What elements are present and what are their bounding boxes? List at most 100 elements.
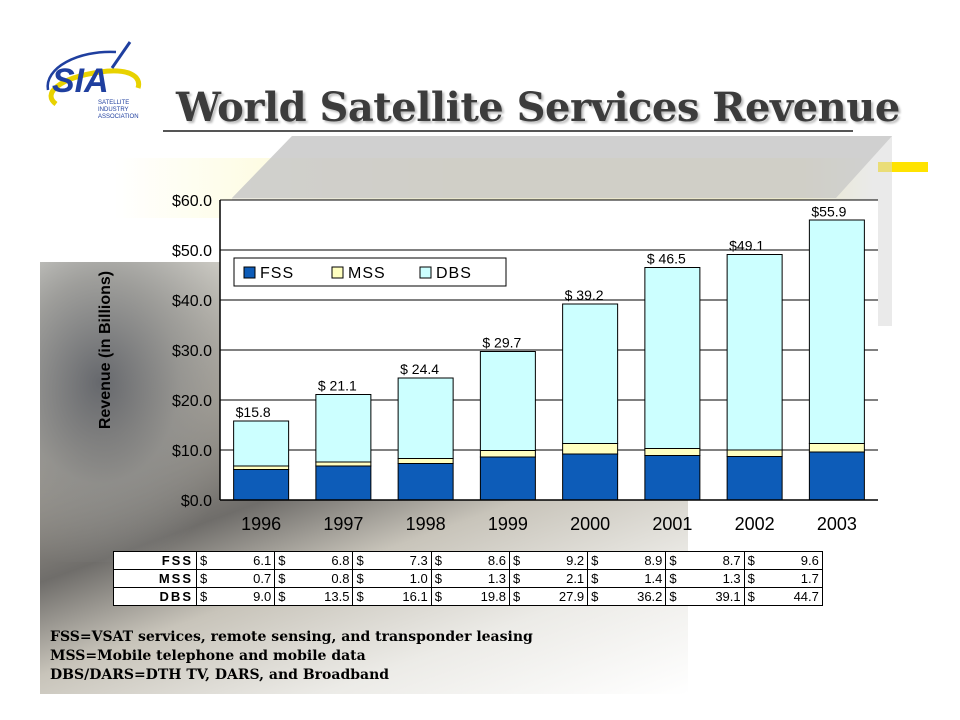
table-cell-currency: $ <box>665 551 680 570</box>
table-cell-currency: $ <box>430 587 445 606</box>
table-cell-value: 8.7 <box>679 551 745 570</box>
table-cell-currency: $ <box>196 587 211 606</box>
x-tick-label: 1997 <box>323 514 363 534</box>
chart-labels: $0.0 $10.0 $20.0 $30.0 $40.0 $50.0 $60.0 Revenu… <box>97 193 857 534</box>
legend-swatch-dbs <box>419 266 432 279</box>
sia-logo: SIA SATELLITE INDUSTRY ASSOCIATION <box>46 41 142 120</box>
bar-mss <box>479 450 536 458</box>
table-cell-value: 1.0 <box>366 569 432 588</box>
bar-fss <box>562 453 619 501</box>
table-cell-currency: $ <box>587 551 602 570</box>
table-cell-currency: $ <box>587 569 602 588</box>
bar-dbs <box>479 351 536 451</box>
table-row: FSS $6.1 $6.8 $7.3 $8.6 $9.2 $8.9 $8.7 $9.6 <box>113 551 823 570</box>
logo-subtext-2: INDUSTRY <box>98 107 129 113</box>
table-cell-value: 0.8 <box>288 569 354 588</box>
table-row-label: MSS <box>113 569 197 588</box>
bar-dbs <box>808 219 865 444</box>
table-cell-value: 19.8 <box>444 587 510 606</box>
x-tick-label: 2000 <box>570 514 610 534</box>
footnote-fss: FSS=VSAT services, remote sensing, and t… <box>50 629 533 645</box>
total-label: $ 24.4 <box>400 361 439 377</box>
bar-mss <box>726 449 783 457</box>
total-label: $ 39.2 <box>565 287 604 303</box>
table-cell-value: 2.1 <box>523 569 589 588</box>
footnote-dbs: DBS/DARS=DTH TV, DARS, and Broadband <box>50 667 390 683</box>
legend-swatch-fss <box>243 266 256 279</box>
y-tick-label: $30.0 <box>172 343 212 360</box>
y-tick-label: $60.0 <box>172 193 212 210</box>
table-cell-value: 44.7 <box>757 587 823 606</box>
axes <box>219 200 878 501</box>
bar-dbs <box>644 267 701 449</box>
table-cell-currency: $ <box>587 587 602 606</box>
table-cell-value: 1.3 <box>444 569 510 588</box>
bar-dbs <box>233 420 290 467</box>
legend-label-mss: MSS <box>348 265 386 282</box>
table-row: DBS $9.0 $13.5 $16.1 $19.8 $27.9 $36.2 $39.1 $44… <box>113 587 823 606</box>
table-cell-currency: $ <box>508 569 524 588</box>
x-tick-label: 1998 <box>406 514 446 534</box>
bar-dbs <box>562 303 619 444</box>
table-cell-currency: $ <box>508 587 524 606</box>
table-cell-currency: $ <box>743 551 758 570</box>
table-cell-currency: $ <box>665 587 680 606</box>
bar-dbs <box>726 254 783 451</box>
legend-label-fss: FSS <box>260 265 294 282</box>
earth-background-shadow <box>40 262 240 562</box>
bar-mss <box>808 443 865 453</box>
table-cell-value: 7.3 <box>366 551 432 570</box>
footnote-mss: MSS=Mobile telephone and mobile data <box>50 648 366 664</box>
table-cell-value: 39.1 <box>679 587 745 606</box>
table-cell-currency: $ <box>508 551 524 570</box>
bar-mss <box>233 465 290 470</box>
table-cell-value: 13.5 <box>288 587 354 606</box>
bar-mss <box>315 461 372 467</box>
data-table: FSS $6.1 $6.8 $7.3 $8.6 $9.2 $8.9 $8.7 $9.6 MSS $0… <box>113 551 823 606</box>
bar-fss <box>233 469 290 501</box>
table-cell-currency: $ <box>352 551 367 570</box>
table-row: MSS $0.7 $0.8 $1.0 $1.3 $2.1 $1.4 $1.3 $1.7 <box>113 569 823 588</box>
table-cell-currency: $ <box>196 551 211 570</box>
x-tick-label: 1999 <box>488 514 528 534</box>
table-cell-value: 8.6 <box>444 551 510 570</box>
logo-subtext-3: ASSOCIATION <box>98 114 139 120</box>
total-label: $ 46.5 <box>647 251 686 267</box>
bar-stacks <box>233 219 865 501</box>
x-tick-label: 2003 <box>817 514 857 534</box>
table-cell-currency: $ <box>274 551 289 570</box>
table-cell-value: 9.6 <box>757 551 823 570</box>
total-label: $ 21.1 <box>318 378 357 394</box>
y-tick-label: $50.0 <box>172 243 212 260</box>
table-cell-value: 1.4 <box>601 569 667 588</box>
x-tick-label: 2001 <box>652 514 692 534</box>
table-cell-value: 9.2 <box>523 551 589 570</box>
table-row-label: DBS <box>113 587 197 606</box>
y-tick-label: $10.0 <box>172 443 212 460</box>
table-cell-value: 0.7 <box>210 569 276 588</box>
bar-mss <box>644 448 701 456</box>
x-tick-label: 1996 <box>241 514 281 534</box>
y-tick-label: $0.0 <box>181 493 212 510</box>
y-tick-label: $20.0 <box>172 393 212 410</box>
table-cell-currency: $ <box>430 569 445 588</box>
bar-fss <box>808 451 865 501</box>
legend-swatch-mss <box>331 266 344 279</box>
bar-mss <box>397 458 454 464</box>
table-cell-currency: $ <box>743 569 758 588</box>
y-axis-title: Revenue (in Billions) <box>97 271 114 429</box>
table-cell-currency: $ <box>665 569 680 588</box>
total-label: $49.1 <box>729 238 764 254</box>
logo-text: SIA <box>52 62 109 100</box>
bar-fss <box>315 465 372 501</box>
table-cell-value: 27.9 <box>523 587 589 606</box>
bar-fss <box>644 455 701 501</box>
legend-box <box>233 257 507 287</box>
table-cell-value: 6.1 <box>210 551 276 570</box>
footnotes: FSS=VSAT services, remote sensing, and t… <box>50 628 533 685</box>
bar-fss <box>397 463 454 501</box>
table-cell-currency: $ <box>352 569 367 588</box>
table-row-label: FSS <box>113 551 197 570</box>
bar-fss <box>479 456 536 501</box>
table-cell-value: 1.3 <box>679 569 745 588</box>
